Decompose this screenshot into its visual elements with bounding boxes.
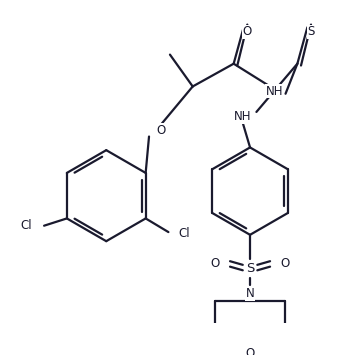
Text: Cl: Cl (178, 228, 190, 240)
Text: NH: NH (234, 110, 252, 123)
Text: O: O (280, 257, 289, 269)
Text: O: O (245, 346, 255, 355)
Text: S: S (307, 25, 315, 38)
Text: O: O (211, 257, 220, 269)
Text: N: N (246, 288, 255, 300)
Text: S: S (246, 262, 254, 275)
Text: NH: NH (266, 84, 283, 98)
Text: Cl: Cl (20, 219, 32, 232)
Text: O: O (156, 124, 165, 137)
Text: O: O (243, 25, 252, 38)
